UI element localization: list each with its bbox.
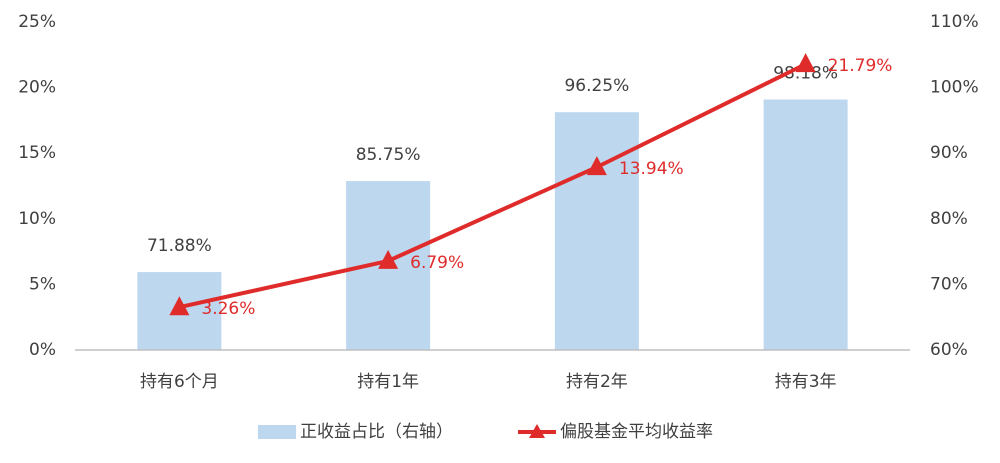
line-value-label: 3.26% [201, 299, 255, 319]
bar-value-label: 96.25% [564, 76, 629, 96]
bar [554, 112, 639, 350]
y-tick-label: 15% [18, 143, 56, 163]
bar [763, 99, 848, 350]
y2-tick-label: 100% [930, 78, 979, 98]
line-value-label: 13.94% [619, 159, 684, 179]
x-tick-label: 持有6个月 [140, 372, 219, 392]
y2-tick-label: 110% [930, 12, 979, 32]
y2-tick-label: 90% [930, 143, 968, 163]
y2-tick-label: 80% [930, 209, 968, 229]
legend-swatch [258, 425, 296, 439]
line [178, 62, 807, 310]
line-value-label: 21.79% [828, 56, 893, 76]
line-value-label: 6.79% [410, 253, 464, 273]
y-tick-label: 5% [29, 274, 56, 294]
y2-tick-label: 60% [930, 340, 968, 360]
y-tick-label: 0% [29, 340, 56, 360]
legend-label: 正收益占比（右轴） [300, 422, 453, 442]
y-tick-label: 10% [18, 209, 56, 229]
line-marker [378, 249, 399, 269]
bar-value-label: 85.75% [356, 145, 421, 165]
bar-value-label: 98.18% [773, 64, 838, 84]
y-tick-label: 25% [18, 12, 56, 32]
x-tick-label: 持有1年 [357, 372, 419, 392]
legend-marker [529, 424, 545, 438]
line-marker [169, 296, 190, 316]
x-tick-label: 持有3年 [775, 372, 837, 392]
bar-value-label: 71.88% [147, 236, 212, 256]
y2-tick-label: 70% [930, 274, 968, 294]
x-tick-label: 持有2年 [566, 372, 628, 392]
legend-label: 偏股基金平均收益率 [560, 422, 713, 442]
line-marker [795, 53, 816, 73]
y-tick-label: 20% [18, 78, 56, 98]
line-marker [586, 156, 607, 176]
